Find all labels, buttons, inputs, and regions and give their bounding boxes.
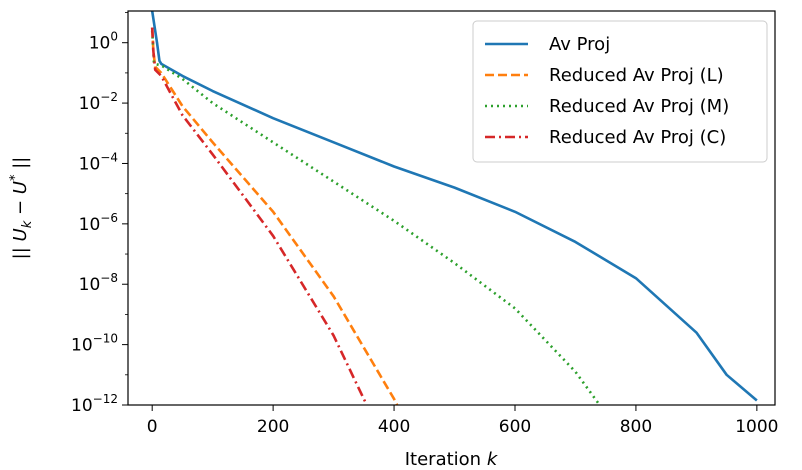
y-tick-label: 10−2	[79, 90, 118, 114]
y-tick-label: 10−6	[79, 211, 118, 235]
y-tick-label: 10−4	[79, 150, 118, 174]
x-tick-label: 0	[147, 417, 158, 437]
x-axis-label: Iteration k	[405, 449, 499, 470]
x-tick-label: 800	[620, 417, 652, 437]
y-tick-label: 10−10	[71, 332, 118, 356]
legend-box	[472, 20, 768, 163]
x-tick-label: 200	[257, 417, 289, 437]
svg-text:|| Uk − U* ||: || Uk − U* ||	[8, 157, 35, 260]
series-line-1	[150, 11, 758, 402]
legend-label: Reduced Av Proj (M)	[549, 96, 729, 117]
x-tick-label: 400	[378, 417, 410, 437]
series-line-4	[150, 27, 369, 405]
y-tick-label: 10−8	[79, 271, 118, 295]
plot-frame	[127, 10, 776, 406]
legend: Av Proj Reduced Av Proj (L) Reduced Av Pro…	[472, 20, 768, 163]
y-axis-label: || Uk − U* ||	[8, 157, 35, 260]
series-line-2	[150, 27, 399, 405]
legend-label: Reduced Av Proj (L)	[549, 65, 724, 86]
series-layer	[150, 11, 758, 405]
y-axis: 100 10−2 10−4 10−6 10−8 10−10 10−12	[71, 12, 128, 416]
y-tick-label: 100	[89, 30, 118, 54]
legend-label: Av Proj	[549, 34, 610, 55]
x-tick-label: 1000	[735, 417, 778, 437]
x-tick-label: 600	[499, 417, 531, 437]
y-tick-label: 10−12	[71, 392, 118, 416]
x-axis: 0 200 400 600 800 1000	[147, 405, 778, 437]
legend-label: Reduced Av Proj (C)	[549, 127, 726, 148]
